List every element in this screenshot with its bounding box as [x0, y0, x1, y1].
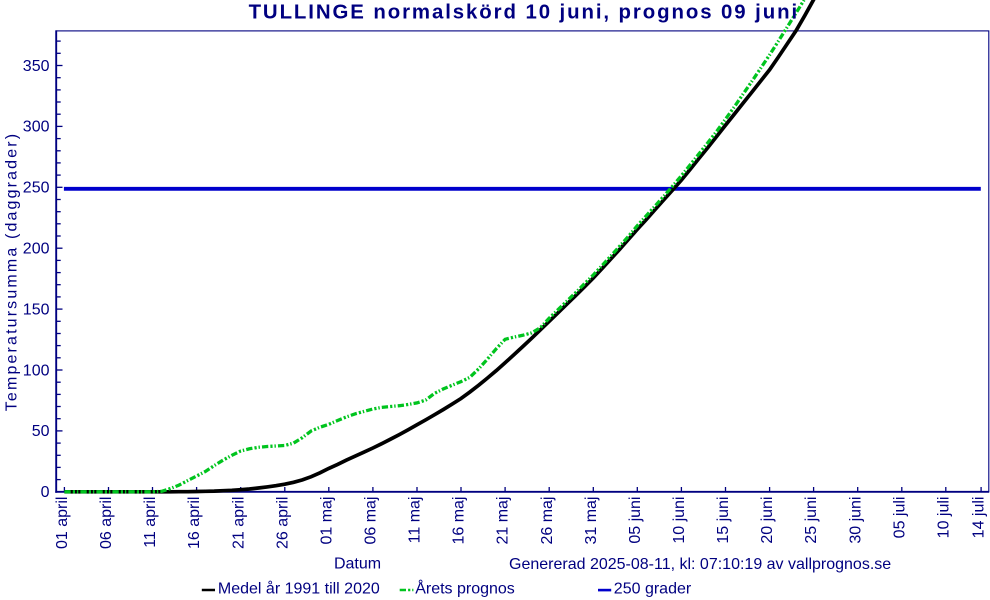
- svg-text:Medel år 1991 till 2020: Medel år 1991 till 2020: [218, 580, 380, 598]
- svg-text:05 juli: 05 juli: [891, 497, 908, 539]
- svg-text:25 juni: 25 juni: [803, 497, 820, 544]
- svg-text:16 april: 16 april: [186, 497, 203, 549]
- svg-text:05 juni: 05 juni: [627, 497, 644, 544]
- svg-text:14 juli: 14 juli: [971, 497, 988, 539]
- svg-text:20 juni: 20 juni: [759, 497, 776, 544]
- svg-text:31 maj: 31 maj: [583, 497, 600, 545]
- svg-text:30 juni: 30 juni: [847, 497, 864, 544]
- svg-text:Datum: Datum: [334, 556, 381, 573]
- svg-text:10 juli: 10 juli: [935, 497, 952, 539]
- svg-text:06 maj: 06 maj: [363, 497, 380, 545]
- svg-text:16 maj: 16 maj: [451, 497, 468, 545]
- svg-text:Genererad 2025-08-11, kl: 07:1: Genererad 2025-08-11, kl: 07:10:19 av va…: [509, 556, 891, 573]
- svg-text:26 april: 26 april: [274, 497, 291, 549]
- svg-text:Temperatursumma (daggrader): Temperatursumma (daggrader): [3, 132, 20, 411]
- svg-text:350: 350: [23, 58, 50, 75]
- svg-text:50: 50: [32, 423, 50, 440]
- svg-text:06 april: 06 april: [98, 497, 115, 549]
- svg-text:21 april: 21 april: [230, 497, 247, 549]
- svg-text:11 april: 11 april: [142, 497, 159, 548]
- svg-text:300: 300: [23, 119, 50, 136]
- svg-text:250 grader: 250 grader: [614, 581, 692, 598]
- svg-text:01 maj: 01 maj: [318, 497, 335, 545]
- svg-text:01 april: 01 april: [54, 497, 71, 549]
- svg-text:Årets prognos: Årets prognos: [415, 579, 515, 598]
- svg-text:150: 150: [23, 301, 50, 318]
- svg-text:0: 0: [41, 484, 50, 501]
- svg-text:100: 100: [23, 362, 50, 379]
- svg-text:TULLINGE normalskörd 10 juni,: TULLINGE normalskörd 10 juni, prognos 09…: [249, 1, 799, 23]
- svg-text:26 maj: 26 maj: [539, 497, 556, 545]
- svg-text:10 juni: 10 juni: [671, 497, 688, 544]
- svg-text:200: 200: [23, 241, 50, 258]
- svg-text:11 maj: 11 maj: [407, 497, 424, 544]
- svg-text:15 juni: 15 juni: [715, 497, 732, 544]
- svg-text:21 maj: 21 maj: [495, 497, 512, 545]
- svg-text:250: 250: [23, 180, 50, 197]
